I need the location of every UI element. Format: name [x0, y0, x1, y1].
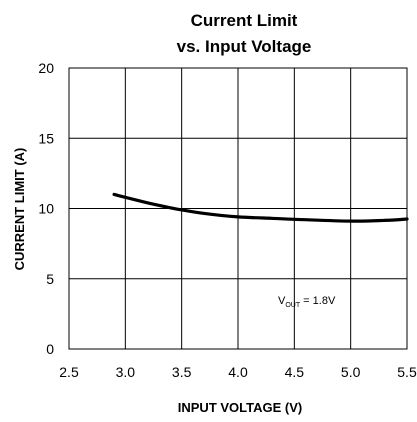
x-tick-label: 4.0 — [228, 364, 248, 380]
y-tick-label: 0 — [46, 341, 54, 357]
x-tick-label: 4.5 — [285, 364, 305, 380]
y-tick-label: 15 — [38, 130, 54, 146]
vout-annotation: VOUT = 1.8V — [278, 295, 336, 309]
chart-title-line1: Current Limit — [191, 11, 298, 30]
x-tick-label: 3.0 — [116, 364, 136, 380]
y-axis-title: CURRENT LIMIT (A) — [12, 148, 27, 271]
vout-annotation-main: V — [278, 295, 286, 307]
vout-annotation-rest: = 1.8V — [300, 295, 336, 307]
x-tick-label: 5.5 — [397, 364, 417, 380]
series-group — [112, 192, 409, 223]
plot-frame — [68, 67, 408, 350]
vout-annotation-sub: OUT — [285, 302, 301, 309]
y-tick-label: 10 — [38, 201, 54, 217]
y-tick-label: 20 — [38, 60, 54, 76]
grid — [68, 67, 408, 350]
x-tick-labels: 2.5 3.0 3.5 4.0 4.5 5.0 5.5 — [59, 364, 417, 380]
series-line-0 — [112, 192, 409, 223]
x-tick-label: 5.0 — [341, 364, 361, 380]
chart-title-line2: vs. Input Voltage — [177, 37, 312, 56]
x-tick-label: 3.5 — [172, 364, 192, 380]
y-tick-labels: 0 5 10 15 20 — [38, 60, 54, 357]
y-tick-label: 5 — [46, 271, 54, 287]
x-tick-label: 2.5 — [59, 364, 79, 380]
x-axis-title: INPUT VOLTAGE (V) — [178, 400, 302, 415]
